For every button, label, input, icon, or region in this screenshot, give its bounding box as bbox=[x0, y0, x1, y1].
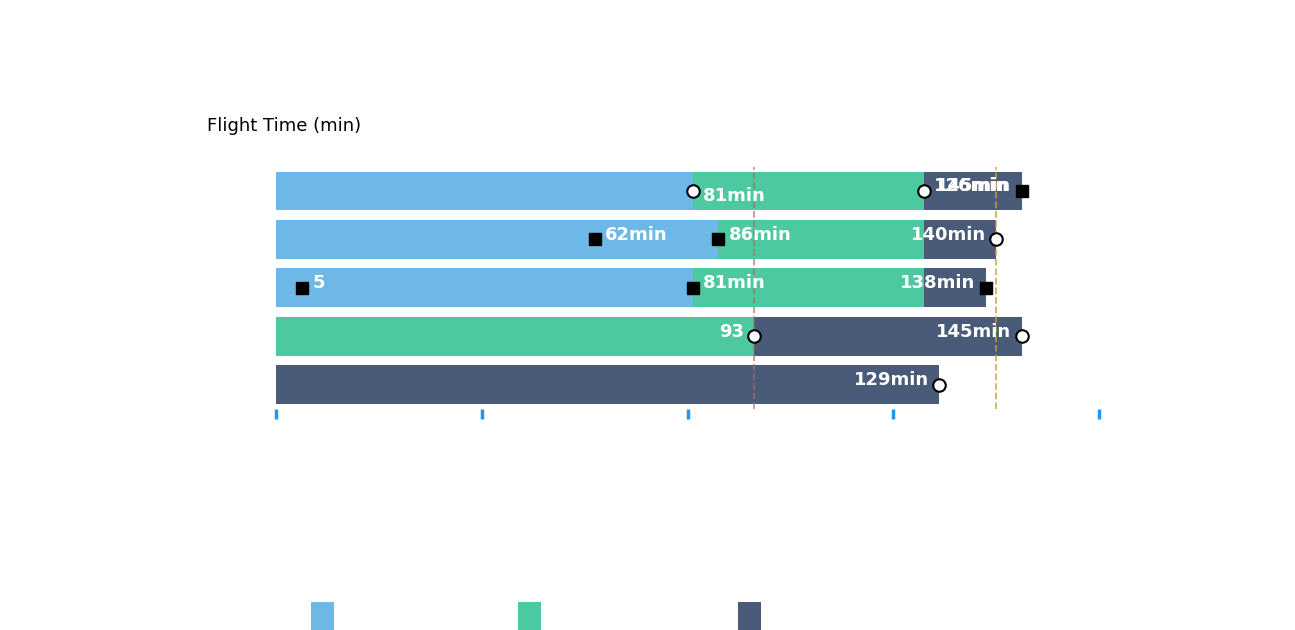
Text: 81min: 81min bbox=[703, 186, 765, 205]
Text: 145min: 145min bbox=[936, 323, 1011, 341]
Text: 138min: 138min bbox=[900, 274, 975, 292]
Bar bbox=[267, 163, 1109, 413]
Bar bbox=[276, 268, 925, 307]
Text: 140min: 140min bbox=[910, 226, 985, 244]
Bar bbox=[276, 317, 755, 355]
Bar bbox=[276, 365, 939, 404]
Text: 81min: 81min bbox=[703, 274, 765, 292]
Bar bbox=[276, 268, 985, 307]
Bar bbox=[276, 171, 1022, 210]
Text: 93: 93 bbox=[719, 323, 745, 341]
Bar bbox=[276, 220, 925, 259]
Text: 62min: 62min bbox=[605, 226, 668, 244]
Bar bbox=[276, 220, 996, 259]
Bar bbox=[276, 268, 693, 307]
Bar bbox=[276, 171, 925, 210]
Text: 5: 5 bbox=[312, 274, 325, 292]
Text: 129min: 129min bbox=[853, 371, 930, 389]
Bar bbox=[276, 171, 693, 210]
Text: Flight Time (min): Flight Time (min) bbox=[207, 117, 361, 135]
Bar bbox=[276, 220, 719, 259]
Text: 126min: 126min bbox=[934, 178, 1009, 195]
Bar bbox=[276, 317, 1022, 355]
Text: 145min: 145min bbox=[936, 178, 1011, 195]
Text: 86min: 86min bbox=[729, 226, 791, 244]
